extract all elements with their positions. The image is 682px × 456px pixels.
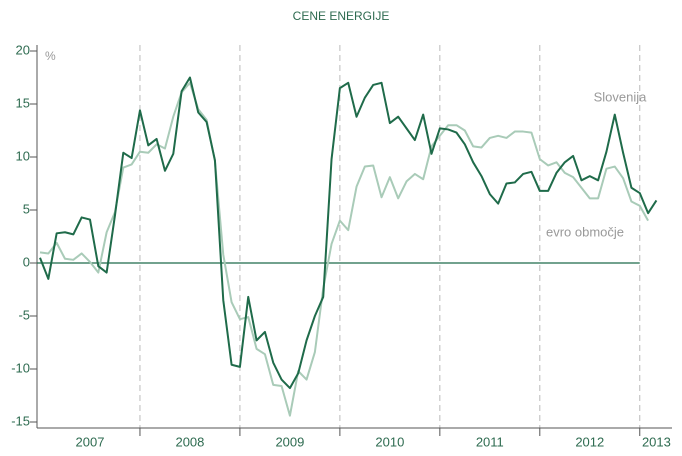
x-tick-label: 2013 [642, 434, 671, 449]
y-tick-label: -15 [11, 413, 30, 428]
y-tick-label: 0 [23, 254, 30, 269]
x-tick-label: 2009 [275, 434, 304, 449]
y-tick-label: 15 [16, 95, 30, 110]
y-tick-label: 5 [23, 201, 30, 216]
x-tick-label: 2011 [476, 434, 504, 449]
series-label: Slovenija [594, 89, 648, 104]
chart-title: CENE ENERGIJE [293, 9, 390, 23]
x-tick-label: 2008 [175, 434, 204, 449]
series-label: evro območje [546, 224, 624, 239]
y-unit: % [45, 49, 56, 63]
series-line [39, 76, 658, 390]
y-tick-label: -5 [18, 307, 30, 322]
y-tick-label: 20 [16, 42, 30, 57]
x-tick-label: 2007 [76, 434, 105, 449]
y-tick-label: -10 [11, 360, 30, 375]
series-line [39, 81, 649, 417]
x-tick-label: 2012 [575, 434, 604, 449]
x-tick-label: 2010 [375, 434, 404, 449]
y-tick-label: 10 [16, 148, 30, 163]
